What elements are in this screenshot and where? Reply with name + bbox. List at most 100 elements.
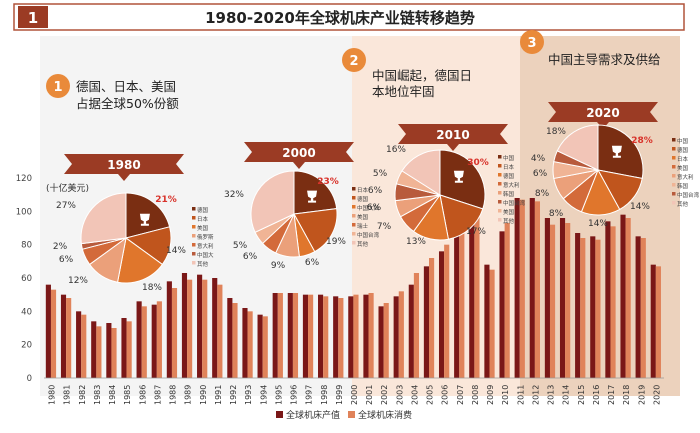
pie-legend-label: 美国 xyxy=(197,224,209,232)
pie-legend-swatch xyxy=(192,207,196,211)
x-tick-label: 2011 xyxy=(516,385,525,405)
x-tick-label: 2008 xyxy=(471,385,480,405)
slice-percent-label: 6% xyxy=(368,186,383,196)
pie-2020: 2020 28% 14% 14% 8% 8% 6% 4% 18% 中国德国日本美国意大利韩国中国台… xyxy=(531,102,700,229)
bar-consumption xyxy=(549,224,556,378)
pie-legend-swatch xyxy=(498,155,502,159)
bar-consumption xyxy=(519,199,525,378)
x-tick-label: 1993 xyxy=(244,385,253,405)
year-banner xyxy=(64,154,184,174)
x-tick-label: 1983 xyxy=(93,385,102,405)
pie-legend-swatch xyxy=(352,223,356,227)
x-tick-label: 1987 xyxy=(153,385,162,405)
bar-consumption xyxy=(580,238,586,378)
y-tick-label: 40 xyxy=(21,307,32,317)
x-tick-label: 2015 xyxy=(577,385,586,405)
legend-swatch-consumption xyxy=(348,411,355,418)
pie-legend-label: 其他 xyxy=(197,260,209,268)
slice-percent-label: 28% xyxy=(631,136,653,146)
legend-label-consumption: 全球机床消费 xyxy=(358,409,412,421)
bar-consumption xyxy=(413,273,420,378)
bar-production xyxy=(318,294,324,378)
pie-legend-swatch xyxy=(352,232,356,236)
banner-pointer xyxy=(293,162,305,169)
x-tick-label: 2002 xyxy=(380,385,389,405)
bar-production xyxy=(212,278,218,378)
title-badge-number: 1 xyxy=(28,9,38,27)
bar-production xyxy=(76,311,82,378)
x-tick-label: 2019 xyxy=(637,385,646,405)
bar-production xyxy=(484,264,490,378)
pie-legend-swatch xyxy=(498,164,502,168)
x-tick-label: 2016 xyxy=(592,385,601,405)
bar-production xyxy=(181,273,188,378)
x-tick-label: 2010 xyxy=(501,385,510,405)
pie-legend-swatch xyxy=(192,216,196,220)
pie-legend-swatch xyxy=(192,234,196,238)
pie-legend-label: 中国台湾 xyxy=(677,191,700,199)
year-label: 2010 xyxy=(436,128,469,142)
pie-2010: 2010 30% 17% 13% 7% 6% 6% 5% 16% 中国日本德国意大利韩国中国台湾美… xyxy=(367,124,526,247)
x-tick-label: 1984 xyxy=(108,385,117,405)
pie-legend-swatch xyxy=(192,243,196,247)
slice-percent-label: 6% xyxy=(59,255,74,265)
bar-consumption xyxy=(308,294,314,378)
x-tick-label: 1999 xyxy=(335,385,344,405)
bar-consumption xyxy=(459,223,465,378)
bar-production xyxy=(620,214,626,378)
phase-3-badge xyxy=(520,30,544,54)
bar-consumption xyxy=(96,326,102,378)
x-tick-label: 1981 xyxy=(63,385,72,405)
x-tick-label: 2017 xyxy=(607,385,616,405)
slice-percent-label: 8% xyxy=(549,209,564,219)
x-tick-label: 2012 xyxy=(531,385,540,405)
slice-percent-label: 4% xyxy=(531,154,546,164)
pie-slice xyxy=(250,170,295,233)
bar-consumption xyxy=(202,279,208,378)
slice-percent-label: 2% xyxy=(53,242,68,252)
phase-1-number: 1 xyxy=(53,80,62,95)
x-tick-label: 1996 xyxy=(290,385,299,405)
pie-legend-swatch xyxy=(672,147,676,151)
bar-production xyxy=(121,318,127,378)
slice-percent-label: 21% xyxy=(155,195,177,205)
legend: 全球机床产值 全球机床消费 xyxy=(276,409,412,421)
pie-legend-label: 中国大 xyxy=(197,251,214,259)
slice-percent-label: 14% xyxy=(630,202,650,212)
slice-percent-label: 6% xyxy=(243,252,258,262)
bar-production xyxy=(136,301,142,378)
slice-percent-label: 6% xyxy=(367,203,382,213)
bar-production xyxy=(408,284,414,378)
bar-consumption xyxy=(247,311,253,378)
bar-production xyxy=(575,233,581,378)
y-tick-label: 80 xyxy=(21,241,32,251)
phase-1: 1 德国、日本、美国 占据全球50%份额 xyxy=(46,74,179,111)
year-label: 1980 xyxy=(107,158,140,172)
slice-percent-label: 14% xyxy=(166,246,186,256)
x-tick-label: 1995 xyxy=(274,385,283,405)
banner-pointer xyxy=(447,144,459,151)
slice-percent-label: 18% xyxy=(546,127,566,137)
year-banner xyxy=(244,142,354,162)
pie-legend-swatch xyxy=(352,196,356,200)
phase-2: 2 中国崛起，德国日 本地位牢固 xyxy=(342,48,472,99)
pie-legend-label: 美国 xyxy=(357,213,369,221)
pie-legend-swatch xyxy=(672,156,676,160)
bar-production xyxy=(378,306,384,378)
bar-consumption xyxy=(338,298,344,378)
pie-legend-swatch xyxy=(672,174,676,178)
bar-consumption xyxy=(81,314,87,378)
pie-legend-label: 瑞士 xyxy=(357,222,369,230)
x-tick-label: 1988 xyxy=(169,385,178,405)
pie-legend-swatch xyxy=(672,165,676,169)
pie-legend-label: 日本 xyxy=(357,186,369,194)
x-tick-label: 1998 xyxy=(320,385,329,405)
slice-percent-label: 14% xyxy=(588,219,608,229)
y-tick-label: 0 xyxy=(27,374,32,384)
y-tick-label: 120 xyxy=(16,174,32,184)
x-tick-label: 1991 xyxy=(214,385,223,405)
bar-production xyxy=(605,221,611,378)
pie-legend-swatch xyxy=(192,252,196,256)
pie-legend-label: 中国台湾 xyxy=(357,231,380,239)
